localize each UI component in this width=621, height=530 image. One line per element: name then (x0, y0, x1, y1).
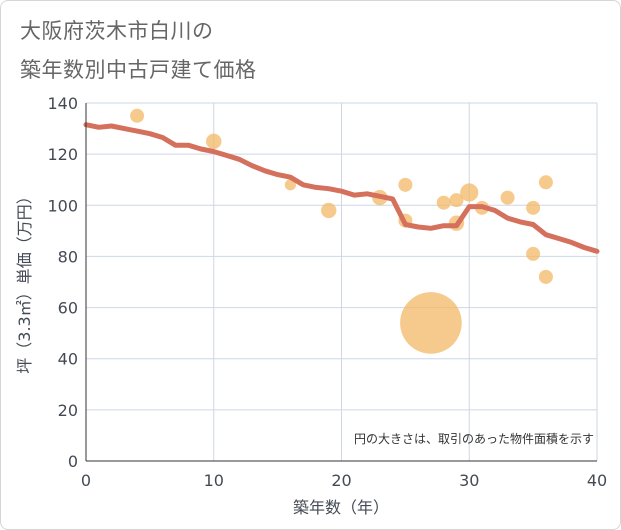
y-tick-label: 140 (47, 94, 78, 113)
bubble-point (526, 246, 541, 261)
chart-title-line-1: 大阪府茨木市白川の (20, 19, 214, 43)
bubble-point (398, 177, 413, 192)
y-axis-label: 坪（3.3㎡）単価（万円） (15, 188, 34, 373)
y-tick-label: 20 (58, 401, 78, 420)
axes (85, 103, 597, 462)
x-tick-label: 30 (459, 471, 479, 490)
bubble-point (400, 292, 462, 354)
bubble-point (449, 193, 464, 208)
trend-line-series (83, 122, 600, 254)
chart-title-line-2: 築年数別中古戸建て価格 (20, 58, 257, 82)
y-tick-label: 80 (58, 247, 78, 266)
y-tick-label: 100 (47, 196, 78, 215)
y-tick-label: 60 (58, 299, 78, 318)
y-tick-label: 0 (68, 452, 78, 471)
bubble-size-note: 円の大きさは、取引のあった物件面積を示す (354, 431, 594, 446)
x-tick-label: 0 (81, 471, 91, 490)
x-tick-label: 10 (204, 471, 224, 490)
trend-line (83, 122, 600, 254)
bubble-point (538, 269, 553, 284)
x-tick-label: 40 (587, 471, 607, 490)
bubble-point (500, 190, 515, 205)
x-axis-label: 築年数（年） (293, 498, 389, 517)
bubble-point (206, 133, 222, 150)
grid-lines (86, 102, 598, 461)
y-tick-label: 40 (58, 350, 78, 369)
bubble-point (321, 202, 337, 219)
tick-labels: 0 10 20 30 40 0 20 40 60 80 100 120 140 (47, 94, 607, 490)
x-tick-label: 20 (331, 471, 351, 490)
bubble-point (526, 200, 541, 215)
bubble-point (130, 108, 145, 123)
bubble-point (436, 195, 451, 210)
bubble-point (460, 183, 479, 202)
bubble-point (538, 175, 553, 190)
bubble-point (284, 179, 296, 191)
y-tick-label: 120 (47, 145, 78, 164)
